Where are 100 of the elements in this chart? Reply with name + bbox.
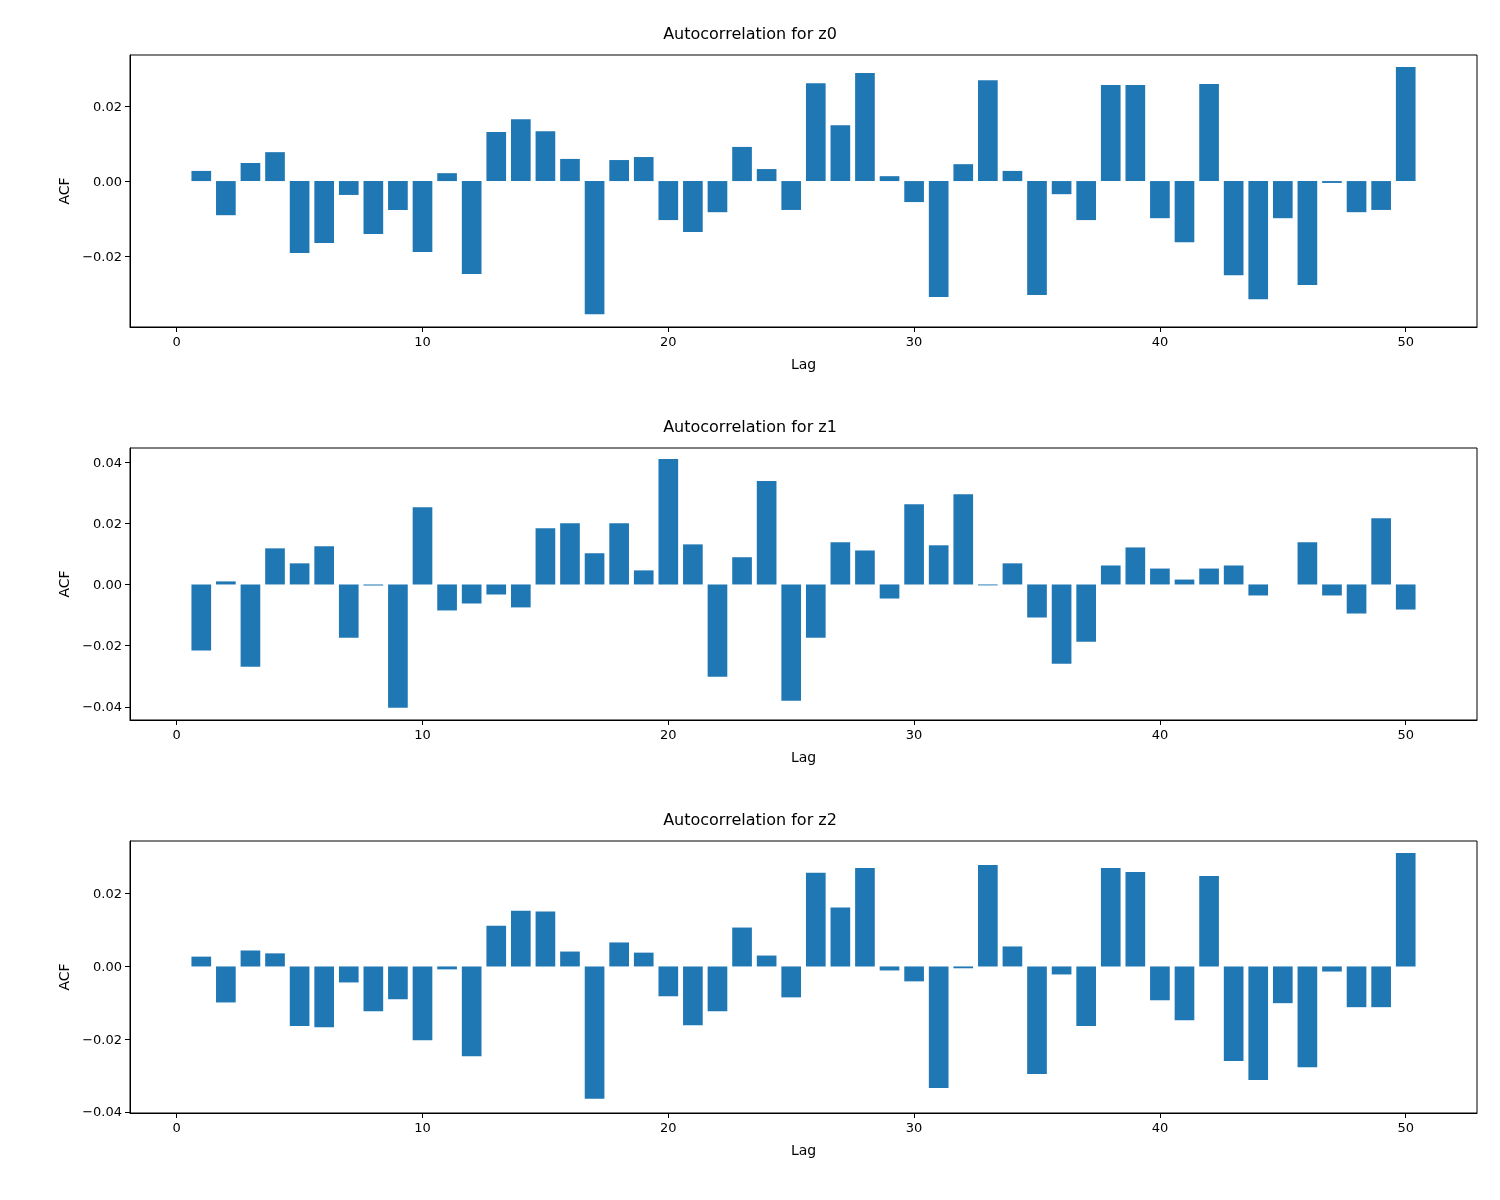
bar — [289, 563, 310, 585]
bar — [1150, 568, 1170, 585]
bar — [314, 546, 335, 585]
bar — [1371, 966, 1391, 1008]
bar — [191, 170, 212, 182]
y-tick-label: 0.02 — [93, 886, 122, 902]
x-tick-label: 40 — [1151, 727, 1169, 742]
bar — [1346, 181, 1367, 213]
y-axis-title: ACF — [56, 963, 73, 991]
x-tick-label: 30 — [905, 334, 923, 349]
bar — [683, 181, 703, 233]
bar — [363, 181, 384, 234]
bar — [461, 966, 482, 1057]
bar — [216, 581, 236, 585]
x-tick-label: 10 — [414, 334, 431, 349]
bar — [510, 910, 531, 967]
bar — [805, 584, 826, 638]
bar — [363, 966, 384, 1012]
bar — [437, 173, 457, 182]
bar — [1199, 875, 1219, 967]
bar — [486, 584, 507, 595]
bar — [265, 152, 285, 182]
bar — [1199, 83, 1219, 182]
bar — [461, 181, 482, 275]
bar — [1002, 170, 1023, 182]
x-tick-label: 20 — [660, 1120, 677, 1135]
bar — [216, 966, 236, 1003]
bar — [191, 956, 212, 967]
bar — [1027, 584, 1047, 618]
bar — [609, 160, 629, 182]
x-tick-label: 40 — [1151, 334, 1169, 349]
bar — [412, 507, 433, 585]
bar — [338, 584, 359, 638]
bar — [240, 584, 261, 667]
y-tick-label: 0.00 — [93, 958, 122, 974]
bar — [461, 584, 482, 604]
bar — [314, 181, 335, 243]
y-tick-label: −0.02 — [82, 1031, 122, 1047]
x-tick-label: 30 — [905, 727, 923, 742]
y-tick-label: 0.00 — [93, 576, 122, 592]
chart-title: Autocorrelation for z1 — [663, 416, 837, 436]
bar — [1371, 518, 1391, 585]
bar — [879, 966, 900, 971]
chart-title: Autocorrelation for z2 — [663, 809, 837, 829]
bar — [289, 181, 310, 254]
bar — [855, 550, 875, 585]
bar — [830, 907, 851, 967]
bar — [1150, 181, 1170, 219]
bar — [584, 966, 605, 1099]
bar — [781, 181, 802, 210]
bar — [978, 80, 998, 182]
bar — [1125, 85, 1146, 182]
bar — [265, 953, 285, 967]
bar — [609, 942, 629, 967]
bar — [338, 181, 359, 195]
x-tick-label: 50 — [1397, 727, 1414, 742]
bar — [1346, 966, 1367, 1008]
bar — [879, 584, 900, 599]
bar — [1322, 584, 1342, 596]
bar — [1272, 966, 1293, 1004]
x-tick-label: 10 — [414, 1120, 431, 1135]
x-tick-label: 0 — [172, 1120, 181, 1135]
bar — [855, 867, 875, 967]
bar — [412, 181, 433, 252]
bar — [1027, 181, 1047, 296]
bar — [1223, 565, 1244, 585]
bar — [437, 584, 457, 611]
bar — [535, 528, 556, 585]
bar — [1076, 966, 1097, 1027]
bar — [1100, 565, 1121, 585]
bar — [1223, 181, 1244, 276]
y-tick-label: −0.04 — [82, 1104, 122, 1120]
bar — [1297, 542, 1318, 585]
bar — [388, 181, 408, 210]
bar — [633, 570, 654, 585]
bar — [1223, 966, 1244, 1061]
x-tick-label: 50 — [1397, 1120, 1414, 1135]
bar — [1027, 966, 1047, 1075]
bar — [633, 157, 654, 182]
bar — [1002, 563, 1023, 585]
bar — [412, 966, 433, 1041]
bar — [732, 927, 752, 967]
y-tick-label: 0.02 — [93, 98, 122, 114]
bar — [560, 158, 580, 182]
bar — [683, 544, 703, 585]
bar — [1174, 966, 1195, 1021]
x-tick-label: 0 — [172, 334, 181, 349]
x-axis-title: Lag — [790, 356, 817, 372]
bar — [338, 966, 359, 983]
bar — [756, 169, 777, 182]
bar — [707, 584, 728, 677]
bar — [289, 966, 310, 1027]
y-axis-title: ACF — [56, 177, 73, 205]
bar — [904, 966, 924, 982]
bar — [1076, 584, 1097, 642]
bar — [879, 176, 900, 182]
bar — [1297, 966, 1318, 1068]
bar — [240, 163, 261, 182]
y-tick-label: −0.02 — [82, 248, 122, 264]
bar — [1346, 584, 1367, 614]
